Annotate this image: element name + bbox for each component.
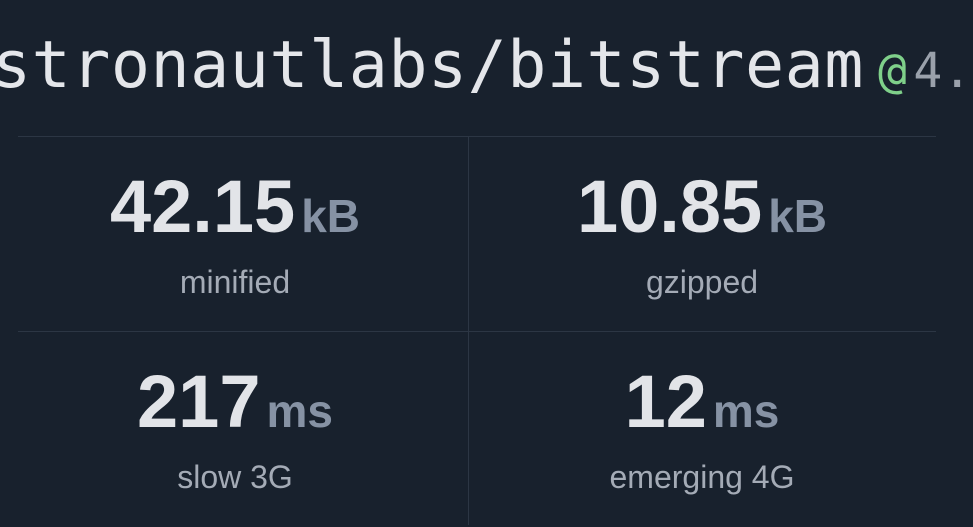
stat-label: gzipped <box>645 264 759 300</box>
stat-emerging-4g: 12 ms emerging 4G <box>477 332 927 527</box>
package-title: stronautlabs/bitstream @4. <box>0 26 972 111</box>
stat-value: 12 ms <box>624 360 780 443</box>
package-name: stronautlabs/bitstream <box>0 28 864 103</box>
divider-middle <box>18 331 936 332</box>
stat-gzipped: 10.85 kB gzipped <box>477 137 927 332</box>
divider-vertical <box>468 136 469 525</box>
stat-minified: 42.15 kB minified <box>10 137 460 332</box>
stat-label: slow 3G <box>177 459 293 495</box>
stat-value: 10.85 kB <box>577 165 827 248</box>
stat-value: 42.15 kB <box>110 165 360 248</box>
stat-value: 217 ms <box>137 360 333 443</box>
stat-slow-3g: 217 ms slow 3G <box>10 332 460 527</box>
stat-label: emerging 4G <box>609 459 795 495</box>
at-separator: @ <box>877 43 908 99</box>
divider-top <box>18 136 936 137</box>
package-version: 4. <box>913 43 973 99</box>
stat-label: minified <box>179 264 291 300</box>
